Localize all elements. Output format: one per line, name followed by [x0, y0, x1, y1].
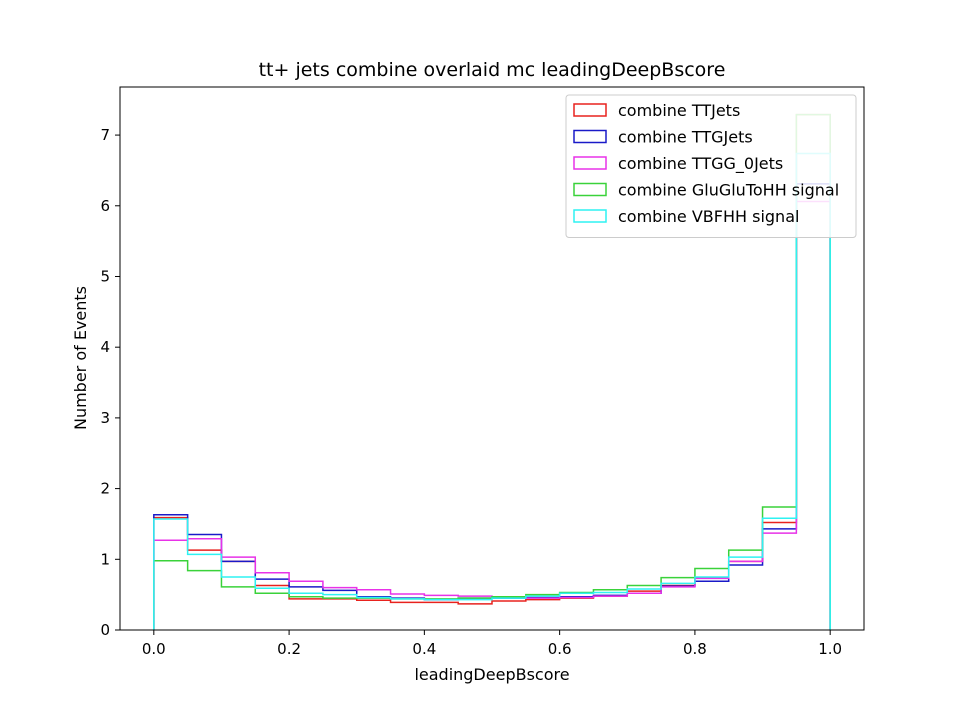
y-tick-label: 4	[100, 338, 110, 356]
legend-swatch	[573, 103, 607, 117]
x-tick-label: 0.2	[277, 640, 301, 658]
y-axis-label: Number of Events	[71, 286, 90, 430]
legend-entry-label: combine TTJets	[618, 101, 740, 120]
legend-swatch	[573, 156, 607, 170]
y-tick-label: 7	[100, 126, 110, 144]
x-tick-label: 0.6	[548, 640, 572, 658]
y-tick-label: 3	[100, 409, 110, 427]
x-tick-label: 0.0	[142, 640, 166, 658]
series-line-5	[153, 152, 831, 630]
y-axis-ticks: 0 1 2 3 4 5 6 7	[100, 126, 120, 639]
legend-box	[565, 94, 857, 238]
legend-swatch	[573, 129, 607, 144]
legend-swatch	[573, 209, 607, 223]
y-tick-label: 2	[100, 480, 110, 498]
chart-title: tt+ jets combine overlaid mc leadingDeep…	[259, 59, 726, 81]
legend-entry-label: combine TTGJets	[618, 128, 753, 147]
y-tick-label: 1	[100, 550, 110, 568]
legend-entry-label: combine VBFHH signal	[618, 207, 799, 226]
series-layer	[153, 113, 831, 630]
y-tick-label: 5	[100, 267, 110, 285]
legend: combine TTJets combine TTGJets combine TTG…	[565, 94, 857, 238]
x-tick-label: 0.8	[683, 640, 707, 658]
legend-entry-label: combine TTGG_0Jets	[618, 154, 783, 174]
legend-entry-label: combine GluGluToHH signal	[618, 181, 839, 200]
x-axis-label: leadingDeepBscore	[414, 665, 569, 684]
x-tick-label: 1.0	[818, 640, 842, 658]
plot-frame	[119, 86, 865, 631]
x-axis-ticks: 0.0 0.2 0.4 0.6 0.8 1.0	[142, 630, 842, 658]
x-tick-label: 0.4	[412, 640, 436, 658]
y-tick-label: 0	[100, 621, 110, 639]
y-tick-label: 6	[100, 197, 110, 215]
legend-swatch	[573, 182, 607, 197]
